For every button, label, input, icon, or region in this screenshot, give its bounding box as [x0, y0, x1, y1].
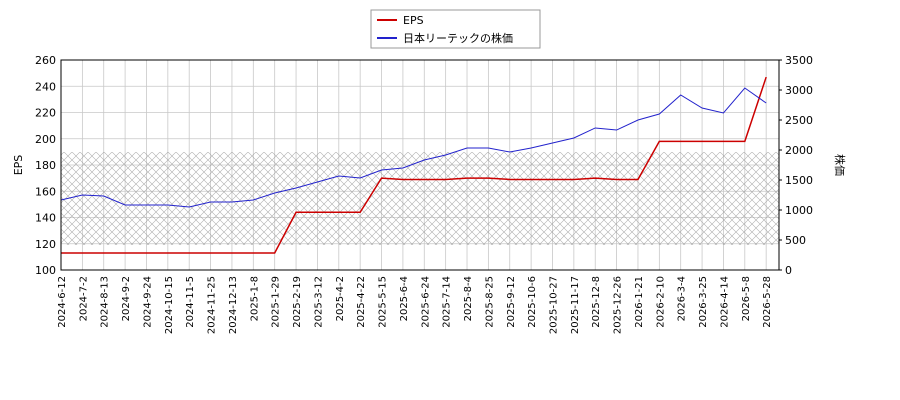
- x-tick-label: 2024-11-5: [185, 276, 196, 328]
- y2-tick-label: 3000: [785, 84, 813, 97]
- legend: [370, 9, 541, 49]
- legend-label: 日本リーテックの株価: [403, 31, 513, 45]
- x-tick-label: 2024-10-15: [164, 276, 175, 334]
- series-line: [60, 87, 767, 208]
- x-tick-label: 2025-5-15: [378, 276, 389, 328]
- x-tick-label: 2024-9-24: [142, 276, 153, 328]
- x-tick-label: 2025-1-8: [249, 276, 260, 321]
- y-axis-label: EPS: [12, 155, 25, 176]
- x-tick-label: 2024-12-13: [228, 276, 239, 334]
- y-tick-label: 240: [35, 80, 56, 93]
- x-tick-label: 2025-1-29: [271, 276, 282, 328]
- y2-tick-label: 2500: [785, 114, 813, 127]
- x-tick-label: 2026-3-4: [677, 276, 688, 321]
- x-tick-label: 2025-4-2: [335, 276, 346, 321]
- x-tick-label: 2025-7-14: [442, 276, 453, 328]
- x-tick-label: 2024-11-25: [207, 276, 218, 334]
- x-tick-label: 2025-2-19: [292, 276, 303, 328]
- y-tick-label: 180: [35, 159, 56, 172]
- x-tick-label: 2024-7-2: [78, 276, 89, 321]
- x-tick-label: 2025-10-6: [527, 276, 538, 328]
- x-tick-label: 2025-4-22: [356, 276, 367, 328]
- x-tick-label: 2026-5-8: [741, 276, 752, 321]
- plot-frame: [60, 59, 780, 271]
- x-tick-label: 2026-5-28: [762, 276, 773, 328]
- x-tick-label: 2024-6-12: [57, 276, 68, 328]
- x-tick-label: 2025-12-8: [591, 276, 602, 328]
- y-tick-label: 160: [35, 185, 56, 198]
- x-tick-label: 2025-9-12: [506, 276, 517, 328]
- x-tick-label: 2025-6-4: [399, 276, 410, 321]
- y-tick-label: 100: [35, 264, 56, 277]
- x-tick-label: 2025-8-25: [484, 276, 495, 328]
- x-tick-label: 2026-3-25: [698, 276, 709, 328]
- y-tick-label: 200: [35, 133, 56, 146]
- x-tick-label: 2024-8-13: [100, 276, 111, 328]
- x-tick-label: 2025-12-26: [613, 276, 624, 334]
- x-tick-label: 2025-3-12: [313, 276, 324, 328]
- y2-tick-label: 3500: [785, 54, 813, 67]
- x-tick-label: 2025-8-4: [463, 276, 474, 321]
- marks: [60, 76, 767, 254]
- y2-axis-label: 株価: [833, 154, 847, 176]
- legend-label: EPS: [403, 14, 424, 27]
- x-tick-label: 2025-6-24: [420, 276, 431, 328]
- y2-tick-label: 1000: [785, 204, 813, 217]
- y2-tick-label: 0: [785, 264, 792, 277]
- x-tick-label: 2025-10-27: [548, 276, 559, 334]
- x-tick-label: 2024-9-2: [121, 276, 132, 321]
- x-tick-label: 2025-11-17: [570, 276, 581, 334]
- y-tick-label: 120: [35, 238, 56, 251]
- series-line: [61, 76, 767, 254]
- y2-tick-label: 2000: [785, 144, 813, 157]
- y2-tick-label: 500: [785, 234, 806, 247]
- hatch-band: [61, 152, 779, 245]
- x-tick-label: 2026-4-14: [719, 276, 730, 328]
- y2-tick-label: 1500: [785, 174, 813, 187]
- y-tick-label: 260: [35, 54, 56, 67]
- y-tick-label: 140: [35, 212, 56, 225]
- y-tick-label: 220: [35, 107, 56, 120]
- x-tick-label: 2026-2-10: [655, 276, 666, 328]
- x-tick-label: 2026-1-21: [634, 276, 645, 328]
